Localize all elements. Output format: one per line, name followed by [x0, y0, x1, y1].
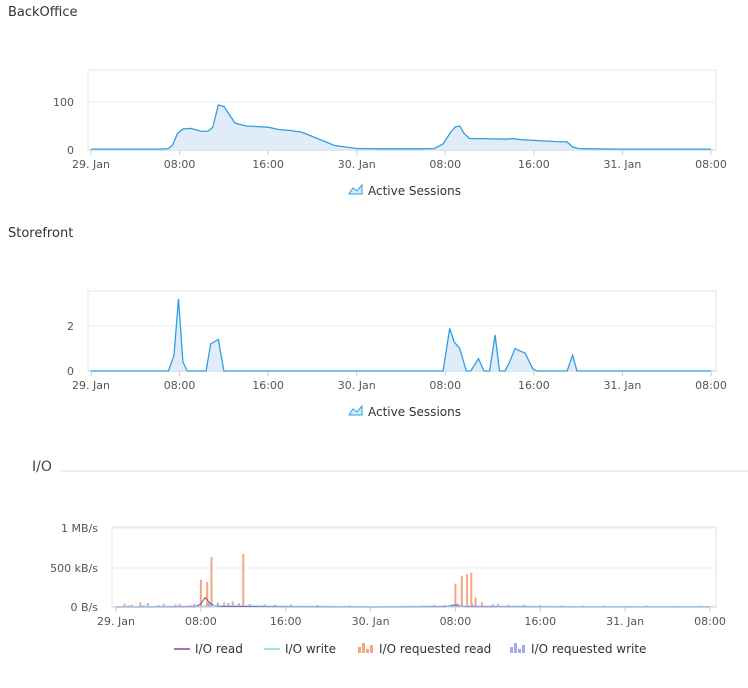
bar-i-o-requested-read [146, 603, 149, 607]
bar-i-o-requested-read [454, 583, 457, 607]
legend-label: I/O requested write [531, 642, 646, 656]
bar-i-o-requested-read [162, 603, 165, 607]
x-tick-label: 08:00 [429, 379, 461, 392]
x-tick-label: 08:00 [164, 379, 196, 392]
bar-i-o-requested-read [178, 603, 181, 607]
y-tick-label: 2 [67, 320, 74, 333]
bar-i-o-requested-write [142, 605, 145, 607]
x-tick-label: 29. Jan [72, 158, 110, 171]
bar-i-o-requested-read [123, 603, 126, 607]
bar-i-o-requested-read [474, 597, 477, 607]
bar-i-o-requested-read [210, 557, 213, 607]
backoffice-title: BackOffice [8, 5, 78, 20]
plot-area [87, 290, 717, 372]
legend-bar-icon [358, 647, 361, 653]
x-tick-label: 16:00 [518, 379, 550, 392]
bar-i-o-requested-read [470, 572, 473, 607]
legend-label: I/O write [285, 642, 336, 656]
x-tick-label: 31. Jan [606, 615, 644, 628]
y-tick-label: 500 kB/s [50, 562, 98, 575]
x-tick-label: 16:00 [518, 158, 550, 171]
series-area-fill [91, 105, 711, 150]
bar-i-o-requested-read [130, 604, 133, 607]
legend-area-icon [348, 183, 363, 195]
x-tick-label: 31. Jan [603, 379, 641, 392]
legend-item-i-o-read[interactable]: I/O read [174, 642, 243, 656]
x-tick-label: 16:00 [524, 615, 556, 628]
legend-bar-icon [366, 649, 369, 653]
legend-bar-icon [510, 647, 513, 653]
legend-label: I/O requested read [379, 642, 491, 656]
series-line-active-sessions [91, 104, 711, 150]
y-tick-label: 0 B/s [71, 601, 99, 614]
storefront-title: Storefront [8, 226, 74, 241]
x-tick-label: 16:00 [252, 158, 284, 171]
x-tick-label: 30. Jan [352, 615, 390, 628]
legend-bar-icon [362, 643, 365, 653]
x-tick-label: 30. Jan [338, 158, 376, 171]
series-line-i-o-write [115, 605, 711, 608]
bar-i-o-requested-read [223, 602, 226, 607]
x-tick-label: 08:00 [185, 615, 217, 628]
bar-i-o-requested-read [460, 575, 463, 607]
x-tick-label: 30. Jan [338, 379, 376, 392]
bar-i-o-requested-write [471, 603, 474, 607]
x-tick-label: 08:00 [429, 158, 461, 171]
x-tick-label: 31. Jan [603, 158, 641, 171]
bar-i-o-requested-write [238, 603, 240, 607]
y-tick-label: 0 [67, 144, 74, 157]
bar-i-o-requested-read [466, 574, 469, 607]
y-tick-label: 100 [53, 96, 74, 109]
x-tick-label: 08:00 [694, 615, 726, 628]
x-tick-label: 29. Jan [97, 615, 135, 628]
legend-bar-icon [518, 649, 521, 653]
bar-i-o-requested-read [206, 582, 209, 607]
legend-label: Active Sessions [368, 184, 461, 198]
legend-area-icon [348, 404, 363, 416]
x-tick-label: 16:00 [252, 379, 284, 392]
legend-bar-icon [522, 645, 525, 653]
bar-i-o-requested-read [231, 601, 234, 607]
bar-i-o-requested-read [496, 603, 499, 607]
legend-label: I/O read [195, 642, 243, 656]
y-tick-label: 0 [67, 365, 74, 378]
y-tick-label: 1 MB/s [61, 522, 98, 535]
legend-item-i-o-requested-read[interactable]: I/O requested read [358, 642, 491, 656]
bar-i-o-requested-write [227, 603, 230, 607]
bar-i-o-requested-write [216, 602, 219, 607]
x-tick-label: 16:00 [270, 615, 302, 628]
x-tick-label: 08:00 [695, 379, 727, 392]
x-tick-label: 08:00 [164, 158, 196, 171]
x-tick-label: 29. Jan [72, 379, 110, 392]
legend-item-i-o-requested-write[interactable]: I/O requested write [510, 642, 646, 656]
bar-i-o-requested-read [199, 579, 202, 607]
series-line-active-sessions [91, 298, 711, 372]
legend-item-active-sessions[interactable]: Active Sessions [348, 183, 461, 198]
bar-i-o-requested-write [193, 603, 196, 607]
x-tick-label: 08:00 [695, 158, 727, 171]
x-tick-label: 08:00 [440, 615, 472, 628]
legend-bar-icon [514, 643, 517, 653]
legend-label: Active Sessions [368, 405, 461, 419]
bar-i-o-requested-write [491, 604, 494, 607]
io-title: I/O [32, 459, 52, 475]
bar-i-o-requested-read [139, 602, 142, 607]
legend-item-i-o-write[interactable]: I/O write [264, 642, 336, 656]
bar-i-o-requested-write [208, 602, 211, 607]
legend-bar-icon [370, 645, 373, 653]
bar-i-o-requested-read [480, 602, 483, 607]
plot-area [111, 526, 717, 608]
legend-item-active-sessions[interactable]: Active Sessions [348, 404, 461, 419]
bar-i-o-requested-read [242, 554, 245, 607]
